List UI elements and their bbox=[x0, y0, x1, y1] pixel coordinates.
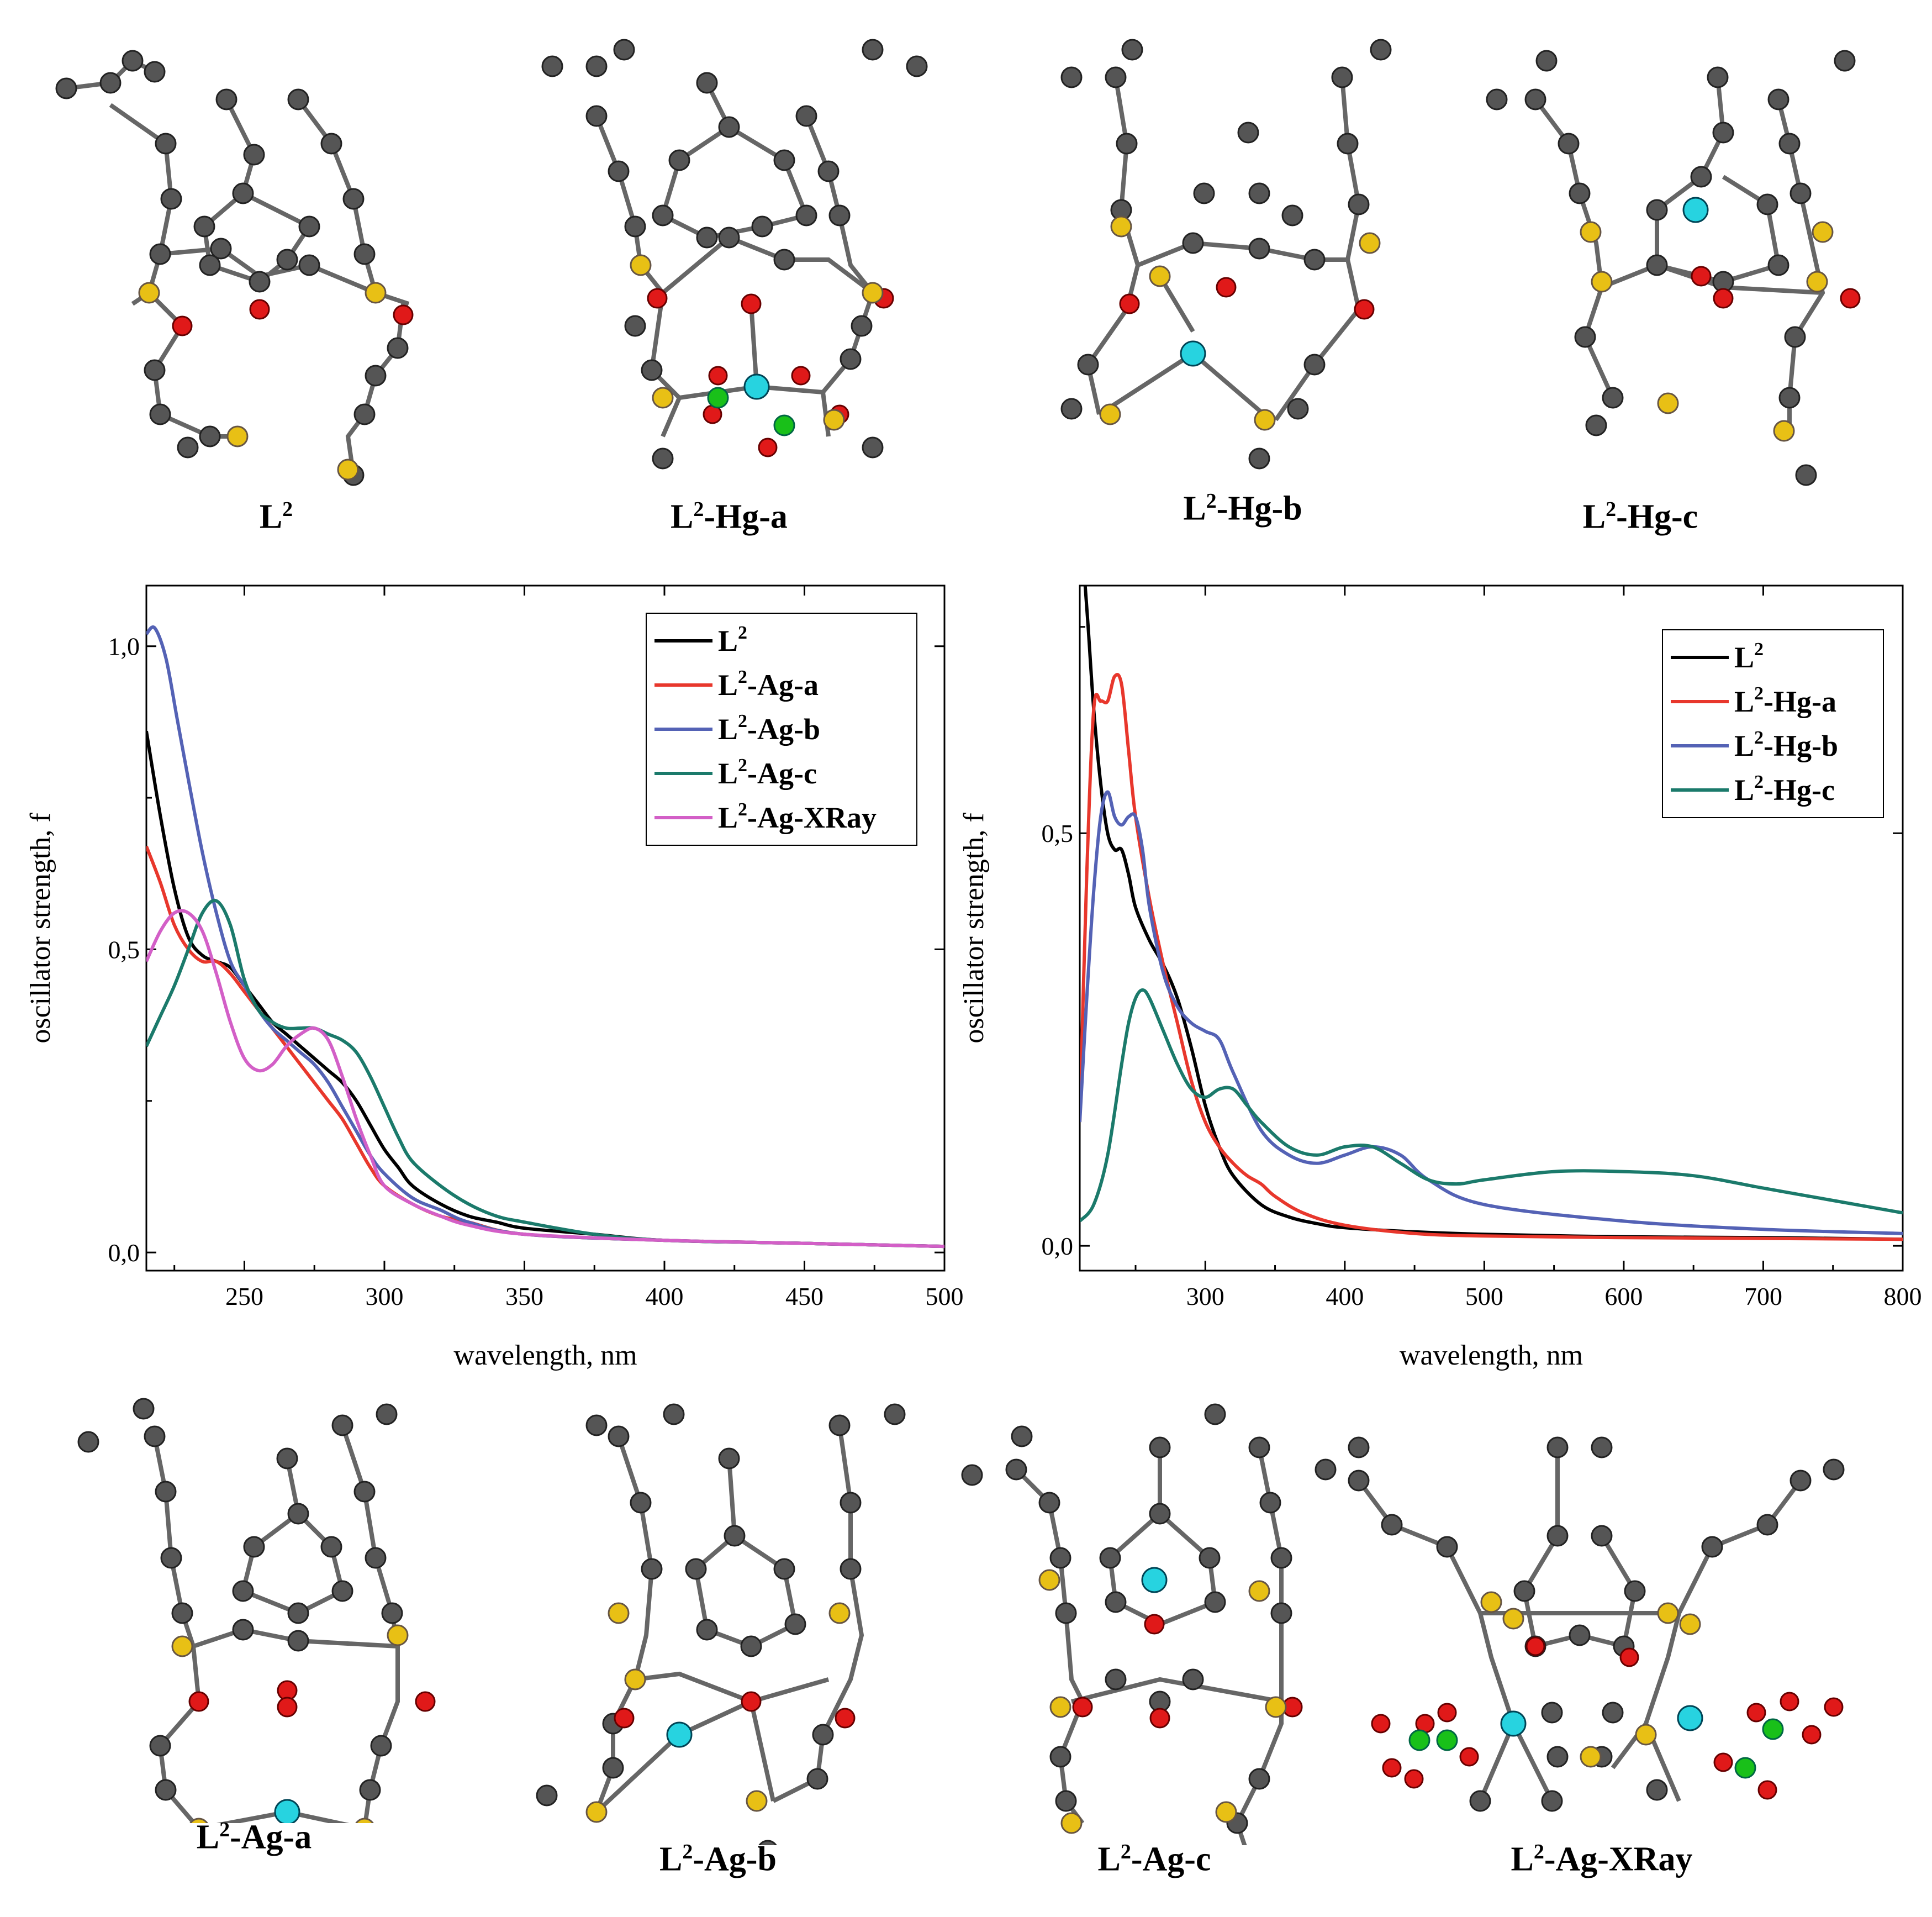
series-line-L2-Hg-b bbox=[1080, 790, 1903, 1235]
y-axis-label: oscillator strength, f bbox=[961, 813, 990, 1044]
silver-atom-right bbox=[1677, 1705, 1703, 1731]
legend-label: L2-Ag-b bbox=[718, 711, 820, 746]
silver-atom bbox=[666, 1721, 693, 1748]
series-line-L2-Ag-c bbox=[146, 898, 944, 1249]
silver-atom-left bbox=[1500, 1710, 1527, 1737]
legend-label: L2-Hg-a bbox=[1734, 683, 1836, 718]
x-tick-label: 300 bbox=[365, 1282, 403, 1310]
series-line-L2-Hg-a bbox=[1080, 673, 1903, 1241]
sulfur-atoms bbox=[1580, 221, 1834, 442]
legend-label: L2-Hg-c bbox=[1734, 772, 1835, 807]
carbon-atoms bbox=[1486, 50, 1856, 486]
y-tick-label: 0,5 bbox=[108, 935, 140, 963]
sulfur-atoms bbox=[138, 282, 387, 481]
x-tick-label: 500 bbox=[1465, 1282, 1503, 1310]
chart-hg-spectra: 300 400 500 600 700 800 0,0 0,5 wavelength, nm os… bbox=[961, 584, 1922, 1371]
sulfur-atoms bbox=[1099, 215, 1381, 431]
legend-label: L2-Ag-c bbox=[718, 755, 817, 790]
carbon-atoms bbox=[536, 1403, 906, 1845]
x-axis-label: wavelength, nm bbox=[453, 1340, 637, 1371]
x-tick-label: 250 bbox=[225, 1282, 263, 1310]
x-tick-label: 400 bbox=[645, 1282, 683, 1310]
carbon-atoms bbox=[77, 1398, 403, 1801]
carbon-atoms bbox=[55, 50, 409, 486]
label-L2: L2 bbox=[259, 498, 293, 536]
x-tick-label: 600 bbox=[1604, 1282, 1643, 1310]
label-L2-Ag-c: L2-Ag-c bbox=[1097, 1840, 1211, 1878]
legend-label: L2-Ag-XRay bbox=[718, 799, 877, 834]
series-line-L2-Ag-a bbox=[146, 845, 944, 1249]
carbon-atoms bbox=[1315, 1436, 1845, 1812]
mercury-atom bbox=[743, 373, 770, 400]
oxygen-atoms bbox=[188, 1680, 436, 1718]
oxygen-atoms bbox=[647, 288, 894, 457]
label-L2-Hg-b: L2-Hg-b bbox=[1183, 489, 1302, 528]
plot-frame bbox=[1079, 584, 1904, 1272]
x-tick-label: 400 bbox=[1326, 1282, 1364, 1310]
label-L2-Ag-XRay: L2-Ag-XRay bbox=[1511, 1840, 1693, 1878]
sulfur-atoms bbox=[1038, 1569, 1287, 1834]
x-tick-label: 450 bbox=[785, 1282, 824, 1310]
chlorine-atoms bbox=[1408, 1718, 1784, 1779]
label-L2-Ag-a: L2-Ag-a bbox=[196, 1818, 312, 1856]
carbon-atoms bbox=[541, 39, 928, 470]
y-tick-label: 0,5 bbox=[1042, 819, 1074, 847]
oxygen-atoms bbox=[1119, 277, 1375, 320]
oxygen-atoms bbox=[172, 299, 414, 336]
y-tick-label: 1,0 bbox=[108, 633, 140, 661]
silver-atom bbox=[274, 1799, 300, 1823]
legend-label: L2 bbox=[718, 623, 747, 657]
structure-L2 bbox=[55, 50, 414, 486]
x-tick-label: 800 bbox=[1884, 1282, 1922, 1310]
mercury-atom bbox=[1180, 340, 1206, 367]
x-tick-label: 500 bbox=[926, 1282, 964, 1310]
structure-L2-Hg-c bbox=[1486, 50, 1861, 486]
sulfur-atoms bbox=[630, 254, 884, 431]
mercury-atom bbox=[1682, 197, 1709, 223]
series-line-L2-Hg-c bbox=[1080, 988, 1903, 1223]
y-axis-label: oscillator strength, f bbox=[25, 813, 56, 1044]
x-tick-label: 350 bbox=[505, 1282, 543, 1310]
oxygen-atoms bbox=[614, 1691, 856, 1729]
oxygen-atoms bbox=[1072, 1614, 1303, 1729]
silver-atom bbox=[1141, 1567, 1168, 1593]
structure-L2-Hg-b bbox=[1060, 39, 1392, 470]
sulfur-atoms bbox=[1480, 1591, 1701, 1768]
label-L2-Ag-b: L2-Ag-b bbox=[659, 1840, 777, 1878]
x-tick-label: 300 bbox=[1186, 1282, 1224, 1310]
y-tick-label: 0,0 bbox=[108, 1239, 140, 1267]
carbon-atoms bbox=[1060, 39, 1392, 470]
y-tick-label: 0,0 bbox=[1042, 1232, 1074, 1260]
chart-ag-spectra: 250 300 350 400 450 500 0,0 0,5 1,0 wavelength, n… bbox=[25, 584, 964, 1371]
label-L2-Hg-c: L2-Hg-c bbox=[1582, 498, 1698, 536]
series-line-L2-Ag-XRay bbox=[146, 909, 944, 1249]
legend-label: L2 bbox=[1734, 639, 1764, 674]
structure-L2-Ag-XRay bbox=[1315, 1436, 1845, 1812]
structure-L2-Ag-c bbox=[961, 1403, 1303, 1845]
sulfur-atoms bbox=[171, 1624, 409, 1823]
x-tick-label: 700 bbox=[1744, 1282, 1782, 1310]
legend-label: L2-Hg-b bbox=[1734, 728, 1838, 762]
plot-frame bbox=[145, 584, 946, 1272]
structure-L2-Hg-a bbox=[541, 39, 928, 470]
oxygen-atoms bbox=[1691, 266, 1861, 309]
structure-L2-Ag-a bbox=[77, 1398, 436, 1823]
oxygen-atoms bbox=[1371, 1636, 1844, 1800]
carbon-atoms bbox=[961, 1403, 1292, 1834]
legend-label: L2-Ag-a bbox=[718, 667, 819, 702]
x-axis-label: wavelength, nm bbox=[1400, 1340, 1583, 1371]
legend-box bbox=[1662, 629, 1884, 818]
structure-L2-Ag-b bbox=[536, 1403, 906, 1845]
sulfur-atoms bbox=[585, 1602, 851, 1823]
chlorine-atoms bbox=[707, 387, 795, 436]
label-L2-Hg-a: L2-Hg-a bbox=[671, 498, 788, 536]
